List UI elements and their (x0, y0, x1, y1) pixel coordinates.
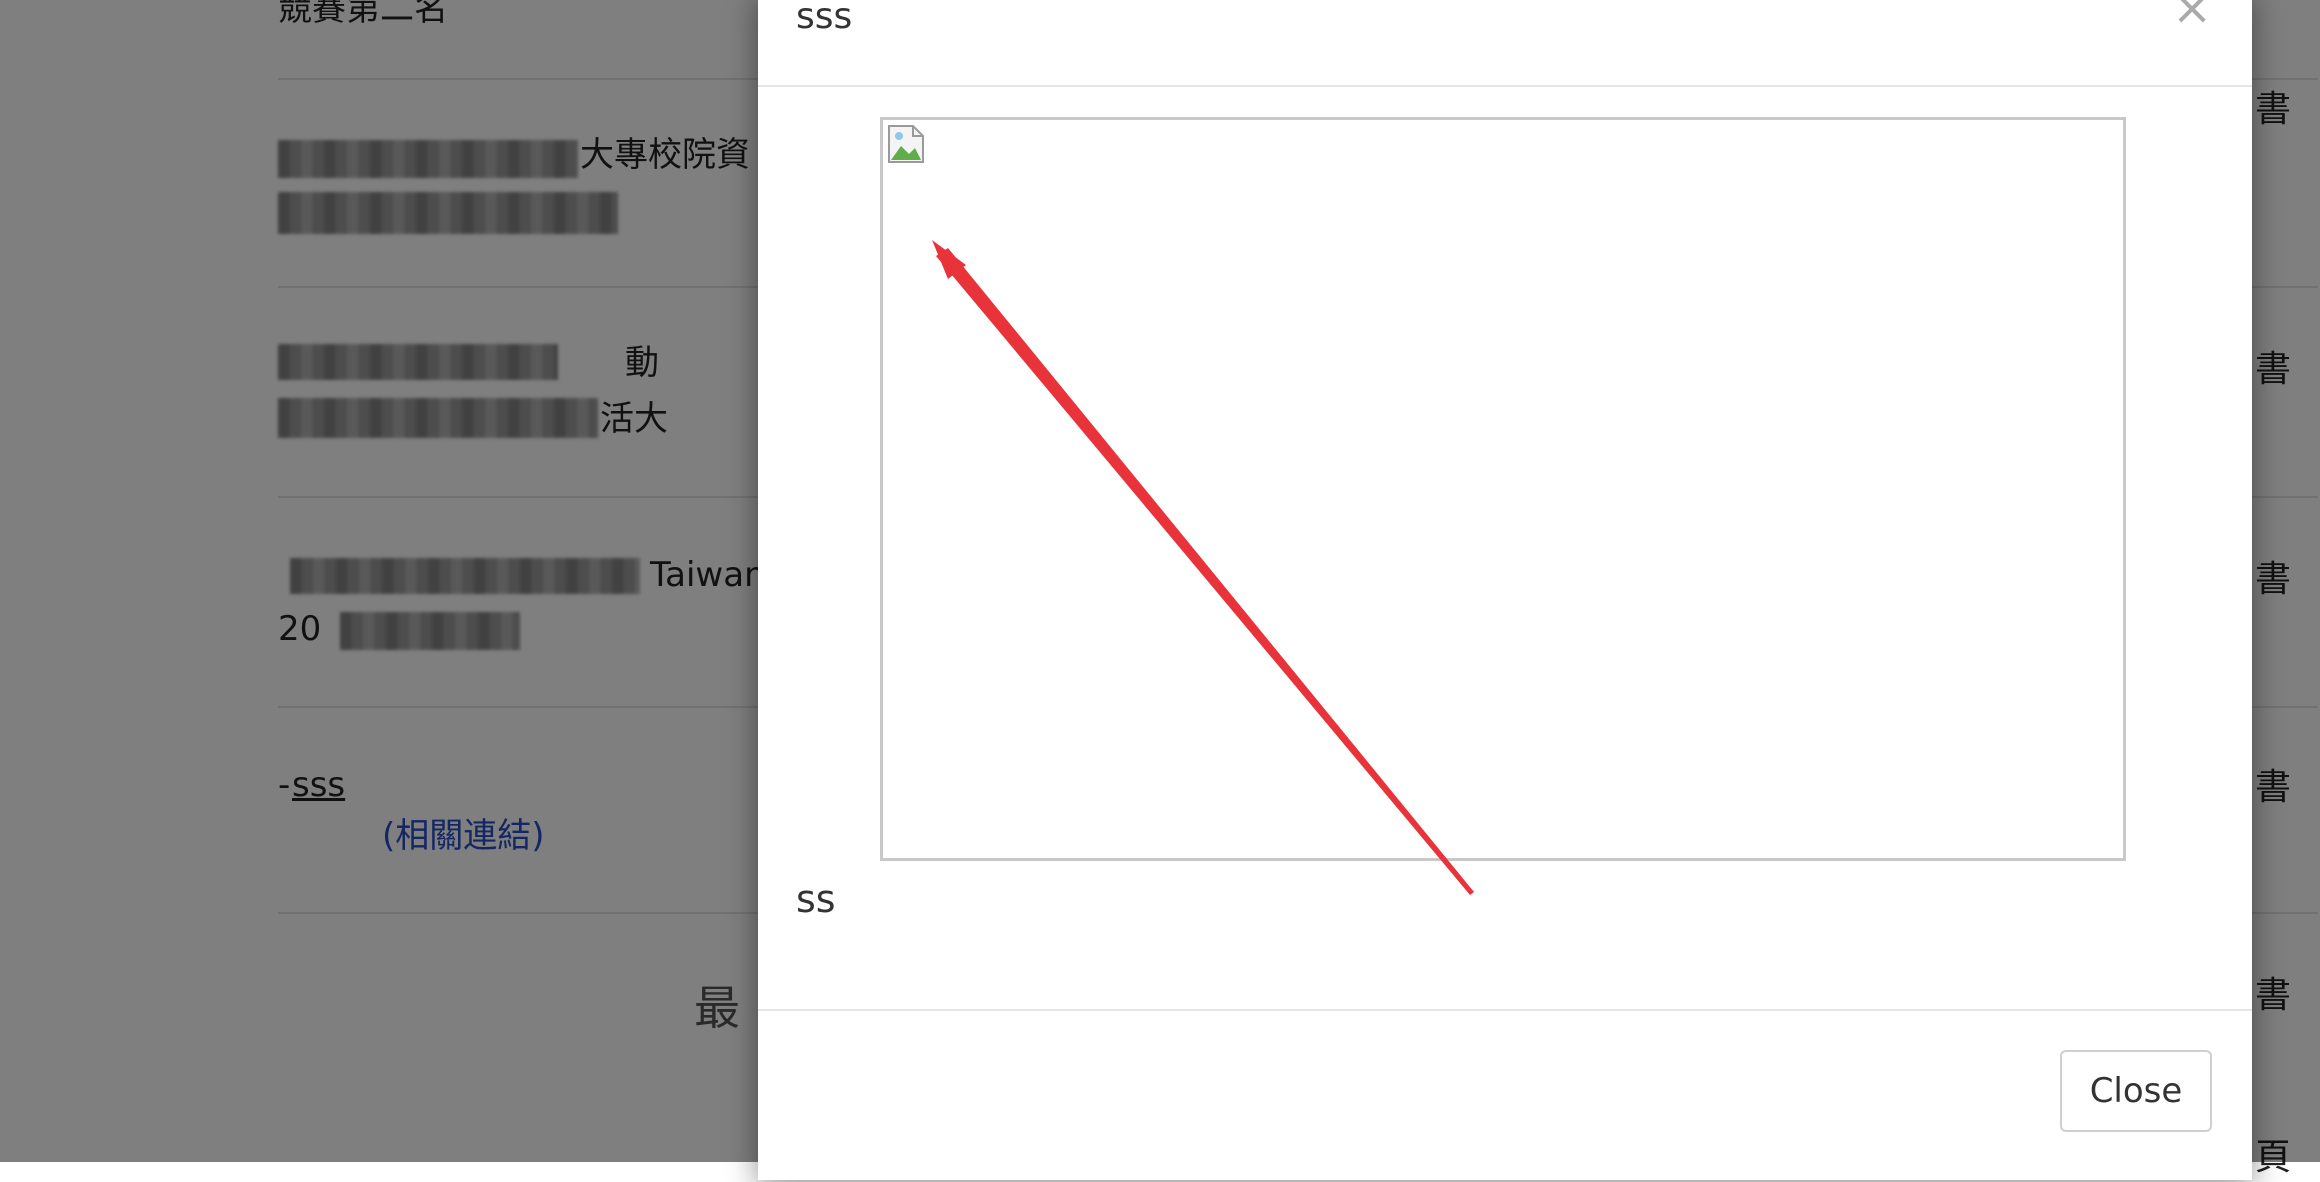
modal-footer: Close (758, 1009, 2252, 1182)
modal-header: sss × (758, 0, 2252, 87)
close-icon[interactable]: × (2172, 0, 2213, 36)
modal-dialog: sss × ss Close (758, 0, 2252, 1180)
modal-title: sss (796, 0, 853, 37)
modal-caption: ss (796, 877, 836, 921)
modal-body: ss (758, 87, 2252, 997)
image-frame (880, 117, 2126, 861)
broken-image-icon (888, 125, 924, 163)
close-button[interactable]: Close (2060, 1050, 2212, 1132)
